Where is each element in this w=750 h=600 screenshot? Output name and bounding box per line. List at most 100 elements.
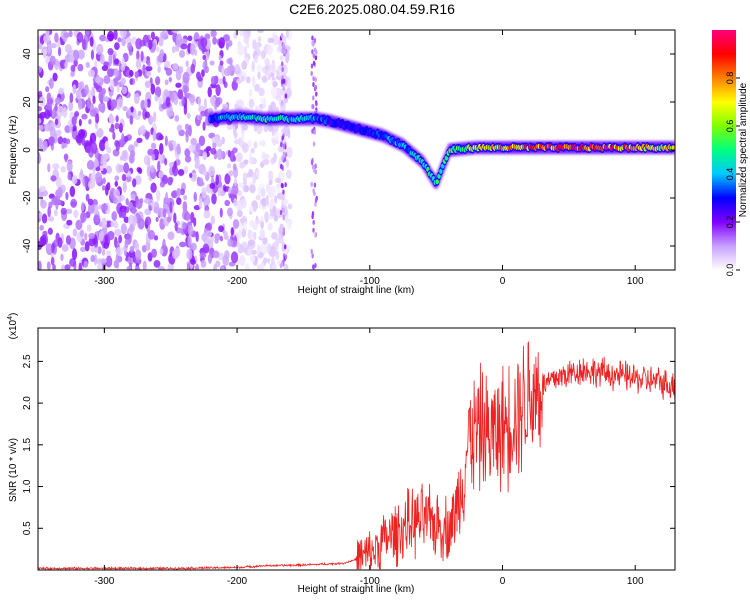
noise-blob [57, 46, 62, 57]
noise-blob [172, 62, 179, 70]
noise-blob [175, 82, 182, 88]
noise-blob [285, 169, 292, 180]
noise-blob [215, 97, 221, 108]
noise-blob [80, 211, 87, 223]
streak-blob [311, 40, 314, 46]
streak-blob [311, 253, 314, 259]
noise-blob [206, 222, 213, 231]
noise-blob [147, 115, 154, 125]
noise-blob [260, 187, 266, 198]
noise-blob [184, 148, 191, 158]
noise-blob [70, 71, 75, 78]
noise-blob [114, 180, 118, 187]
snr-x-tick-label: 100 [627, 576, 644, 587]
noise-blob [176, 187, 182, 197]
noise-blob [114, 228, 122, 237]
noise-blob [287, 220, 292, 230]
noise-blob [125, 198, 129, 206]
noise-blob [118, 96, 123, 107]
spectrogram-y-tick-label: 0 [22, 147, 33, 153]
noise-blob [200, 110, 207, 117]
noise-blob [97, 262, 103, 270]
noise-blob [102, 177, 106, 185]
noise-blob [83, 260, 89, 269]
noise-blob [158, 134, 164, 141]
noise-blob [261, 197, 267, 207]
noise-blob [85, 193, 90, 202]
noise-blob [174, 222, 179, 232]
noise-blob [75, 219, 83, 231]
noise-blob [173, 94, 179, 106]
noise-blob [209, 60, 215, 66]
noise-blob [97, 246, 102, 255]
noise-blob [232, 163, 237, 171]
noise-blob [203, 210, 211, 219]
noise-blob [99, 154, 107, 166]
noise-blob [153, 201, 160, 214]
streak-blob [315, 101, 318, 107]
noise-blob [256, 124, 263, 135]
noise-blob [202, 151, 208, 161]
noise-blob [260, 229, 265, 239]
noise-blob [47, 163, 51, 173]
noise-blob [249, 184, 256, 194]
noise-blob [69, 123, 73, 134]
noise-blob [94, 158, 99, 168]
noise-blob [287, 203, 293, 210]
noise-blob [156, 46, 160, 53]
noise-blob [77, 82, 83, 91]
noise-blob [123, 216, 130, 223]
noise-blob [107, 48, 114, 56]
noise-blob [67, 55, 75, 63]
noise-blob [52, 163, 60, 170]
noise-blob [79, 229, 85, 238]
noise-blob [202, 121, 206, 131]
noise-blob [39, 96, 46, 107]
noise-blob [209, 182, 216, 189]
snr-series-line [38, 341, 675, 570]
snr-y-scale-close: ) [8, 313, 19, 316]
noise-blob [186, 112, 191, 119]
noise-blob [38, 106, 43, 112]
noise-blob [148, 204, 152, 211]
noise-blob [215, 139, 223, 147]
noise-blob [243, 159, 249, 165]
streak-blob [312, 264, 315, 270]
streak-blob [311, 164, 315, 170]
noise-blob [101, 217, 108, 228]
noise-blob [119, 155, 124, 161]
noise-blob [212, 36, 217, 45]
noise-blob [41, 213, 48, 224]
noise-blob [158, 35, 164, 47]
noise-blob [210, 147, 217, 155]
noise-blob [195, 263, 200, 270]
noise-blob [162, 238, 166, 251]
noise-blob [223, 230, 228, 240]
noise-blob [69, 92, 74, 104]
noise-blob [183, 194, 188, 201]
noise-blob [270, 157, 275, 165]
noise-blob [76, 31, 84, 43]
noise-blob [86, 224, 92, 232]
streak-blob [282, 227, 286, 233]
noise-blob [261, 49, 266, 60]
noise-blob [55, 129, 62, 137]
colorbar-tick-label: 0.0 [725, 264, 735, 277]
noise-blob [85, 61, 90, 69]
noise-blob [169, 201, 173, 213]
noise-blob [243, 247, 248, 254]
noise-blob [135, 249, 142, 261]
noise-blob [222, 75, 226, 85]
streak-blob [313, 182, 317, 188]
noise-blob [135, 38, 143, 50]
noise-blob [144, 98, 148, 110]
noise-blob [114, 58, 120, 65]
noise-blob [255, 170, 260, 178]
spectrogram-x-tick-label: 0 [500, 276, 506, 287]
noise-blob [164, 79, 169, 86]
noise-blob [130, 193, 136, 201]
noise-blob [115, 115, 119, 123]
noise-blob [43, 140, 48, 151]
noise-blob [155, 216, 159, 223]
noise-blob [103, 61, 109, 67]
